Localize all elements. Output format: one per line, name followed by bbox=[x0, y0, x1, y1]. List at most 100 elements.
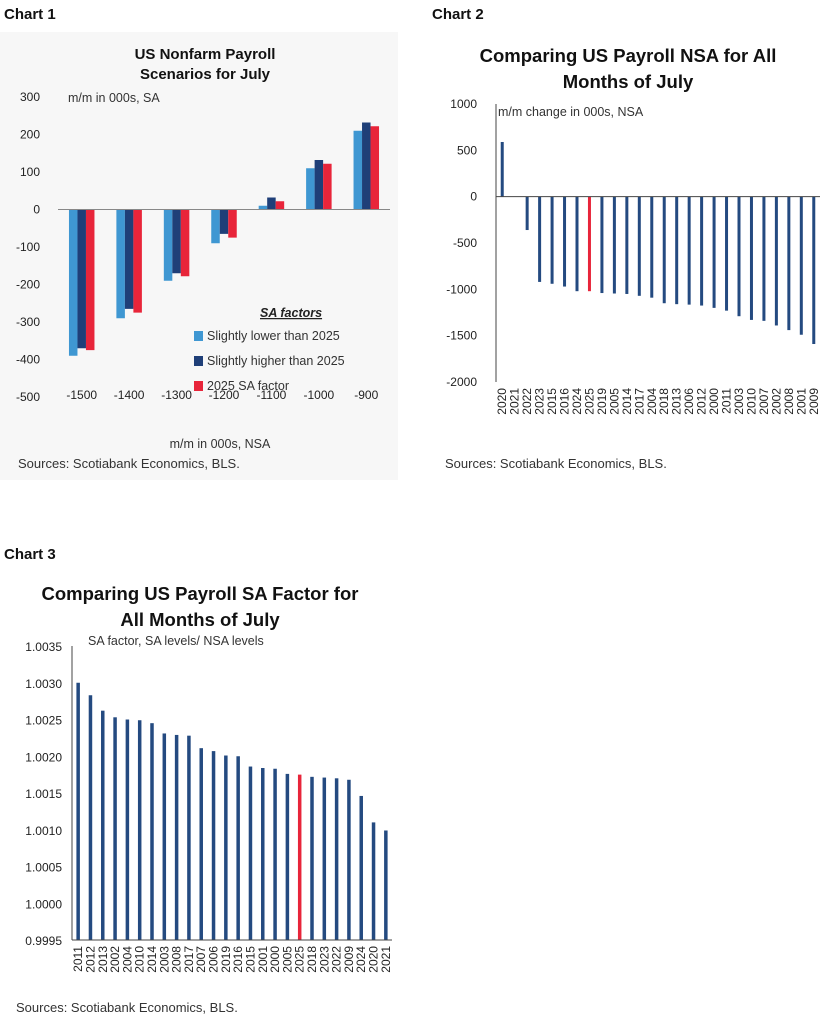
chart1-bar bbox=[314, 160, 324, 210]
chart3-bar bbox=[101, 710, 105, 940]
chart3-source: Sources: Scotiabank Economics, BLS. bbox=[16, 1000, 238, 1015]
chart1-bar bbox=[362, 122, 371, 210]
chart1-bar bbox=[124, 209, 134, 309]
chart2-ytick-label: 1000 bbox=[450, 97, 477, 111]
chart1-source: Sources: Scotiabank Economics, BLS. bbox=[18, 456, 240, 471]
chart1-bar bbox=[163, 209, 173, 281]
chart1-bar bbox=[211, 209, 220, 244]
chart1-ytick-label: -500 bbox=[16, 390, 40, 404]
chart2-xtick-label: 2025 bbox=[582, 388, 596, 415]
chart1-xtick-label: -1000 bbox=[304, 388, 335, 402]
chart2-xtick-label: 2024 bbox=[570, 388, 584, 415]
chart2-xtick-label: 2003 bbox=[732, 388, 746, 415]
chart1-bar bbox=[323, 163, 332, 210]
chart2-xtick-label: 2023 bbox=[533, 388, 547, 415]
chart1-bar bbox=[133, 209, 142, 313]
chart3-xtick-label: 2022 bbox=[330, 946, 344, 973]
chart2-xtick-label: 2005 bbox=[607, 388, 621, 415]
chart2-xtick-label: 2011 bbox=[720, 388, 734, 414]
chart3-ytick-label: 1.0025 bbox=[25, 714, 62, 728]
chart1-legend-swatch bbox=[194, 381, 203, 391]
chart1-bar bbox=[85, 209, 95, 351]
chart2-xtick-label: 2016 bbox=[558, 388, 572, 415]
chart2-bar bbox=[675, 196, 679, 305]
chart3-xtick-label: 2015 bbox=[243, 946, 257, 973]
chart1-ytick-label: -200 bbox=[16, 278, 40, 292]
chart1-bar bbox=[172, 209, 181, 274]
chart3-xtick-label: 2013 bbox=[96, 946, 110, 973]
chart3-title: Comparing US Payroll SA Factor for bbox=[42, 583, 359, 604]
chart2-source: Sources: Scotiabank Economics, BLS. bbox=[445, 456, 667, 471]
chart2-xtick-label: 2015 bbox=[545, 388, 559, 415]
chart1-svg: US Nonfarm Payroll Scenarios for July m/… bbox=[16, 46, 390, 471]
chart2-bar bbox=[612, 196, 616, 294]
chart3-xtick-label: 2024 bbox=[354, 946, 368, 973]
chart1-title: US Nonfarm Payroll bbox=[135, 46, 276, 63]
chart2-xtick-label: 2009 bbox=[807, 388, 821, 415]
chart1-legend-swatch bbox=[194, 356, 203, 366]
chart3-xtick-label: 2010 bbox=[133, 946, 147, 973]
chart3-bar bbox=[273, 768, 277, 940]
chart2-xtick-label: 2004 bbox=[645, 388, 659, 415]
chart3-xtick-label: 2001 bbox=[256, 946, 270, 973]
chart1-panel bbox=[0, 32, 398, 480]
chart2-xtick-label: 2022 bbox=[520, 388, 534, 415]
chart1-bar bbox=[116, 209, 125, 319]
chart2-xtick-label: 2013 bbox=[670, 388, 684, 415]
chart1-bar bbox=[180, 209, 190, 277]
chart3-xtick-label: 2016 bbox=[231, 946, 245, 973]
chart2-bar bbox=[700, 196, 704, 306]
chart3-xtick-label: 2012 bbox=[83, 946, 97, 973]
chart2-bar bbox=[525, 196, 529, 231]
chart1-xtick-label: -1200 bbox=[209, 388, 240, 402]
chart2-xtick-label: 2007 bbox=[757, 388, 771, 415]
chart1-ytick-label: 100 bbox=[20, 165, 40, 179]
chart1-bar bbox=[77, 209, 86, 349]
chart3-xtick-label: 2023 bbox=[317, 946, 331, 973]
chart2-bar bbox=[749, 196, 753, 320]
chart2-xtick-label: 2019 bbox=[595, 388, 609, 415]
chart1-legend-label: 2025 SA factor bbox=[207, 379, 289, 393]
chart1-ylabel: m/m in 000s, SA bbox=[68, 91, 160, 105]
chart3-xtick-label: 2009 bbox=[342, 946, 356, 973]
chart2-bar bbox=[712, 196, 716, 308]
chart3-ytick-label: 1.0030 bbox=[25, 677, 62, 691]
chart3-xtick-label: 2017 bbox=[182, 946, 196, 973]
chart1-bar bbox=[275, 201, 285, 210]
chart2-bar bbox=[563, 196, 567, 287]
chart1-xtick-label: -1400 bbox=[114, 388, 145, 402]
chart3-bar bbox=[248, 766, 253, 940]
chart3-svg: Comparing US Payroll SA Factor for All M… bbox=[16, 583, 393, 1015]
chart2-xtick-label: 2000 bbox=[707, 388, 721, 415]
chart3-bar bbox=[224, 755, 228, 940]
chart3-bar bbox=[322, 777, 327, 940]
chart2-ytick-label: -500 bbox=[453, 236, 477, 250]
chart2-bar bbox=[737, 196, 741, 317]
chart3-ytick-label: 0.9995 bbox=[25, 934, 62, 948]
chart2-xtick-label: 2018 bbox=[657, 388, 671, 415]
chart1-ytick-label: -100 bbox=[16, 240, 40, 254]
chart3-xtick-label: 2021 bbox=[379, 946, 393, 973]
chart1-ytick-label: 300 bbox=[20, 90, 40, 104]
chart3-bar bbox=[359, 795, 363, 940]
chart3-bar bbox=[76, 682, 80, 940]
chart1-xlabel: m/m in 000s, NSA bbox=[170, 437, 271, 451]
chart1-legend-swatch bbox=[194, 331, 203, 341]
chart1-subtitle: Scenarios for July bbox=[140, 66, 271, 83]
chart3-bar bbox=[297, 774, 302, 940]
chart3-ytick-label: 1.0035 bbox=[25, 640, 62, 654]
chart3-bar bbox=[261, 768, 265, 940]
chart3-label: Chart 3 bbox=[4, 546, 56, 563]
chart3-xtick-label: 2007 bbox=[194, 946, 208, 973]
chart2-xtick-label: 2008 bbox=[782, 388, 796, 415]
chart1-bar bbox=[219, 209, 229, 234]
chart2-bar bbox=[575, 196, 579, 292]
chart3-xtick-label: 2019 bbox=[219, 946, 233, 973]
chart1-bar bbox=[267, 197, 276, 210]
chart1-xtick-label: -1100 bbox=[257, 388, 287, 402]
chart3-bar bbox=[125, 719, 130, 940]
chart2-bar bbox=[587, 196, 591, 292]
chart3-bar bbox=[150, 723, 154, 940]
chart3-xtick-label: 2004 bbox=[120, 946, 134, 973]
chart2-bar bbox=[500, 141, 504, 197]
